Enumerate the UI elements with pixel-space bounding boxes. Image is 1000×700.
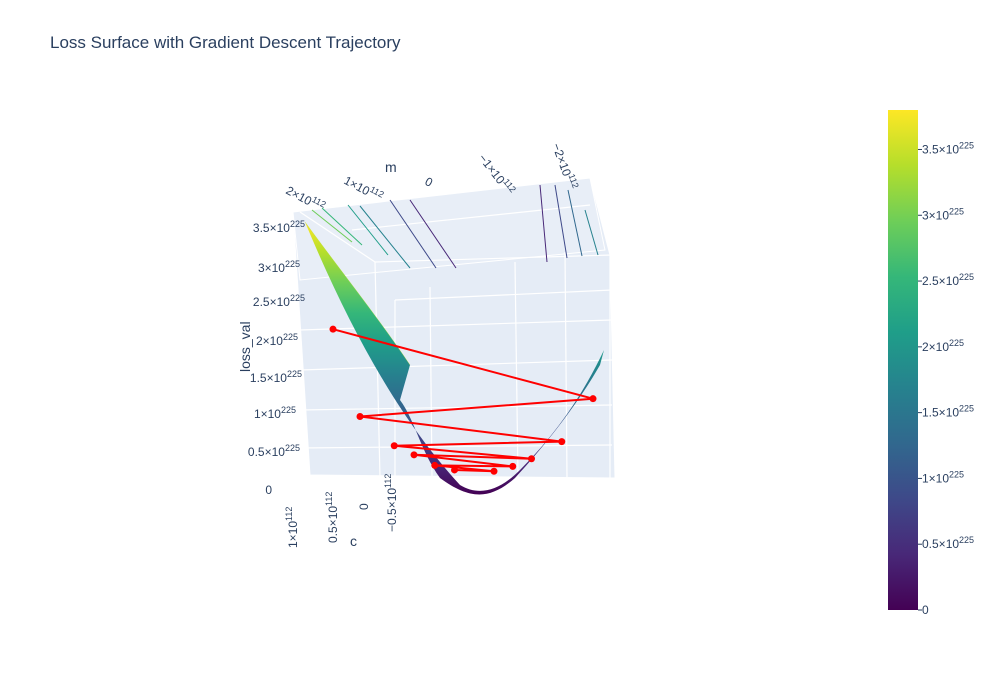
colorbar-tick-label: 3×10225 — [922, 206, 964, 222]
y-tick-label: 0.5×10112 — [324, 492, 340, 543]
trajectory-point[interactable] — [329, 325, 337, 333]
grid-line — [564, 251, 568, 479]
grid-line — [394, 289, 613, 301]
contour-line — [409, 199, 457, 269]
y-tick-label: 1×10112 — [284, 507, 300, 548]
grid-line — [299, 211, 376, 263]
colorbar-tick-label: 2.5×10225 — [922, 272, 974, 288]
trajectory-point[interactable] — [509, 462, 517, 470]
z-axis-ticks: 3.5×10225 3×10225 2.5×10225 2×10225 1.5×1022… — [248, 219, 305, 497]
contour-line — [321, 207, 363, 246]
colorbar-tick-label: 1×10225 — [922, 469, 964, 485]
y-tick-label: 0 — [357, 503, 371, 510]
contour-line — [539, 184, 548, 263]
trajectory-point[interactable] — [589, 395, 597, 403]
y-tick-label: −0.5×10112 — [383, 474, 399, 532]
trajectory-point[interactable] — [431, 461, 439, 469]
grid-line — [299, 359, 613, 371]
grid-line — [299, 444, 613, 449]
trajectory-point[interactable] — [490, 467, 498, 475]
colorbar-strip — [888, 110, 918, 610]
surface-edge — [304, 221, 411, 366]
contour-line — [359, 205, 411, 269]
z-tick-label: 0 — [265, 483, 272, 497]
grid-line — [351, 204, 591, 231]
z-tick-label: 0.5×10225 — [248, 443, 300, 459]
trajectory-point[interactable] — [410, 451, 418, 459]
z-tick-label: 3×10225 — [258, 259, 300, 275]
colorbar-ticks: 3.5×10225 3×10225 2.5×10225 2×10225 1.5×1022… — [918, 140, 974, 617]
y-axis-title: c — [350, 533, 357, 549]
colorbar-tick-label: 0 — [922, 603, 929, 617]
x-tick-label: 0 — [423, 174, 436, 190]
grid-line — [299, 404, 613, 411]
contour-line — [567, 189, 583, 257]
colorbar-tick-label: 2×10225 — [922, 338, 964, 354]
colorbar-tick-label: 3.5×10225 — [922, 140, 974, 156]
top-pane — [292, 177, 606, 281]
trajectory-point[interactable] — [356, 412, 364, 420]
colorbar-tick-label: 1.5×10225 — [922, 404, 974, 420]
gradient-descent-trajectory[interactable] — [329, 325, 597, 475]
contour-line — [311, 209, 353, 243]
trajectory-point[interactable] — [451, 466, 458, 474]
trajectory-point[interactable] — [528, 455, 535, 463]
z-tick-label: 2.5×10225 — [253, 293, 305, 309]
contour-line — [389, 199, 437, 269]
contour-line — [584, 209, 599, 256]
trajectory-point[interactable] — [558, 438, 566, 446]
grid-line — [374, 254, 613, 263]
colorbar-tick-label: 0.5×10225 — [922, 535, 974, 551]
contour-line — [347, 204, 389, 256]
loss-surface[interactable] — [304, 221, 604, 495]
contour-projections — [311, 184, 599, 269]
x-tick-label: 1×10112 — [342, 172, 386, 206]
trajectory-point[interactable] — [390, 442, 398, 450]
z-tick-label: 3.5×10225 — [253, 219, 305, 235]
colorbar: 3.5×10225 3×10225 2.5×10225 2×10225 1.5×1022… — [888, 110, 974, 617]
z-tick-label: 1.5×10225 — [250, 369, 302, 385]
y-axis-ticks: 1×10112 0.5×10112 0 −0.5×10112 — [284, 474, 399, 548]
z-axis-title: loss_val — [237, 321, 253, 372]
x-axis-title: m — [385, 159, 397, 175]
z-tick-label: 2×10225 — [256, 332, 298, 348]
contour-line — [554, 184, 568, 259]
chart-title: Loss Surface with Gradient Descent Traje… — [50, 33, 401, 52]
grid-line — [299, 319, 613, 331]
z-tick-label: 1×10225 — [254, 405, 296, 421]
